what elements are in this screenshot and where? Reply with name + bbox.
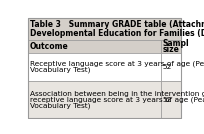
Text: Receptive language score at 3 years of age (Peabody Picture: Receptive language score at 3 years of a… bbox=[30, 61, 204, 67]
FancyBboxPatch shape bbox=[28, 53, 161, 81]
FancyBboxPatch shape bbox=[161, 53, 181, 81]
FancyBboxPatch shape bbox=[28, 40, 161, 53]
FancyBboxPatch shape bbox=[28, 81, 161, 119]
Text: 52: 52 bbox=[163, 64, 172, 70]
Text: 52: 52 bbox=[163, 97, 172, 103]
FancyBboxPatch shape bbox=[161, 81, 181, 119]
FancyBboxPatch shape bbox=[28, 18, 181, 40]
FancyBboxPatch shape bbox=[161, 40, 181, 53]
Text: Table 3   Summary GRADE table (Attachment and biobehavi: Table 3 Summary GRADE table (Attachment … bbox=[30, 20, 204, 29]
Text: Outcome: Outcome bbox=[30, 42, 69, 51]
Text: Vocabulary Test): Vocabulary Test) bbox=[30, 67, 90, 73]
Text: size: size bbox=[163, 45, 180, 54]
Text: Association between being in the intervention group and: Association between being in the interve… bbox=[30, 91, 204, 97]
Text: Sampl: Sampl bbox=[163, 39, 189, 48]
Text: Developmental Education for Families (DEF)): Developmental Education for Families (DE… bbox=[30, 29, 204, 38]
Text: receptive language score at 3 years of age (Peabody Picture: receptive language score at 3 years of a… bbox=[30, 97, 204, 103]
Text: Vocabulary Test): Vocabulary Test) bbox=[30, 103, 90, 109]
